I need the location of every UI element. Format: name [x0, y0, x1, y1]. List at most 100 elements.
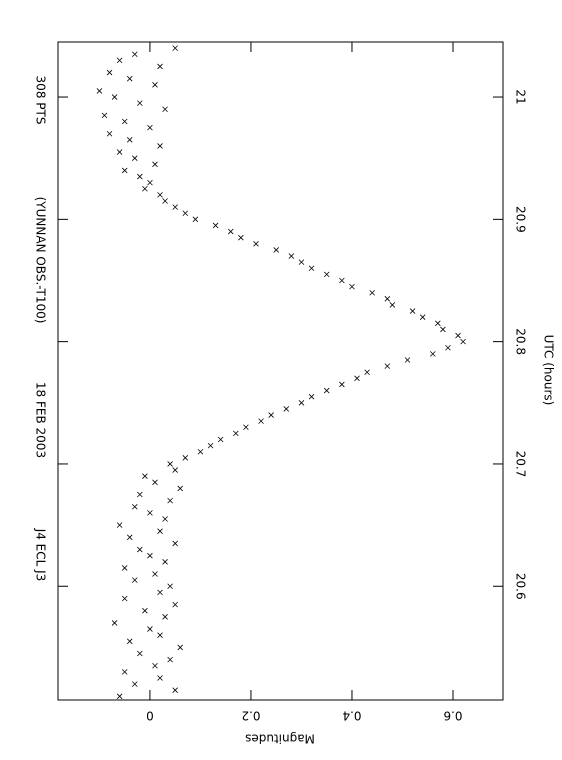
point: [389, 302, 396, 308]
point: [323, 271, 330, 278]
point: [142, 473, 148, 479]
point: [162, 516, 168, 522]
point: [157, 528, 163, 535]
point: [167, 656, 173, 663]
point: [126, 75, 133, 82]
point: [147, 626, 153, 632]
point: [445, 344, 451, 351]
y-tick-label: 0.6: [443, 709, 462, 723]
point: [137, 491, 143, 498]
point: [111, 94, 118, 100]
point: [172, 540, 178, 547]
point: [137, 173, 143, 180]
point: [308, 265, 315, 272]
x-tick-label: 21: [514, 89, 528, 104]
point: [147, 179, 153, 186]
point: [137, 546, 143, 553]
point: [177, 644, 184, 651]
point: [157, 143, 163, 149]
point: [243, 424, 249, 431]
point: [268, 412, 274, 418]
point: [162, 198, 168, 204]
point: [167, 583, 173, 590]
point: [283, 406, 290, 412]
point: [217, 436, 224, 443]
point: [364, 369, 370, 376]
point: [116, 693, 123, 700]
point: [121, 565, 128, 571]
point: [152, 161, 158, 168]
point: [323, 387, 330, 394]
y-tick-label: 0.2: [241, 709, 260, 723]
point: [238, 234, 244, 241]
point: [258, 418, 264, 424]
point: [298, 400, 305, 406]
point: [308, 393, 315, 400]
point: [182, 210, 189, 217]
point: [147, 510, 153, 516]
point: [339, 381, 345, 388]
point: [131, 577, 138, 583]
point: [440, 326, 446, 333]
point: [131, 155, 138, 161]
point: [157, 589, 163, 596]
point: [142, 185, 148, 192]
annotation: 308 PTS: [34, 76, 48, 125]
point: [157, 63, 163, 70]
point: [106, 69, 113, 76]
point: [162, 559, 168, 565]
point: [172, 204, 178, 210]
point: [172, 601, 178, 608]
point: [116, 57, 123, 64]
point: [227, 228, 234, 235]
point: [349, 283, 355, 290]
point: [177, 485, 184, 492]
point: [435, 320, 441, 327]
point: [207, 442, 214, 449]
point: [137, 100, 143, 106]
point: [339, 277, 345, 284]
point: [233, 430, 239, 437]
annotation: J4 ECL J3: [34, 528, 48, 582]
point: [288, 253, 295, 259]
point: [152, 662, 158, 669]
point: [152, 479, 158, 486]
point: [131, 503, 138, 510]
annotation: 18 FEB 2003: [34, 382, 48, 458]
point: [430, 351, 436, 357]
point: [212, 222, 219, 229]
plot-frame: [57, 41, 504, 701]
annotation: (YUNNAN OBS.-T100): [34, 197, 48, 324]
x-axis-label: UTC (hours): [542, 335, 556, 406]
point: [172, 45, 178, 51]
point: [147, 552, 153, 559]
point: [384, 363, 391, 369]
y-tick-label: 0.4: [342, 709, 361, 723]
point: [121, 167, 128, 174]
point: [162, 614, 168, 620]
x-tick-label: 20.8: [514, 328, 528, 355]
point: [157, 675, 163, 681]
point: [419, 314, 426, 320]
point: [142, 607, 148, 614]
point: [106, 130, 113, 137]
x-tick-label: 20.7: [514, 451, 528, 478]
point: [197, 448, 204, 455]
point: [157, 632, 163, 638]
point: [192, 216, 199, 223]
x-tick-label: 20.9: [514, 206, 528, 233]
point: [101, 112, 108, 119]
point: [369, 289, 375, 296]
point: [131, 681, 138, 687]
point: [157, 192, 163, 198]
point: [137, 650, 143, 657]
point: [409, 308, 416, 314]
point: [404, 357, 411, 363]
point: [455, 332, 461, 339]
y-tick-label: 0: [146, 709, 154, 723]
point: [298, 259, 305, 265]
point: [384, 296, 391, 302]
point: [152, 82, 158, 88]
point: [116, 522, 123, 528]
